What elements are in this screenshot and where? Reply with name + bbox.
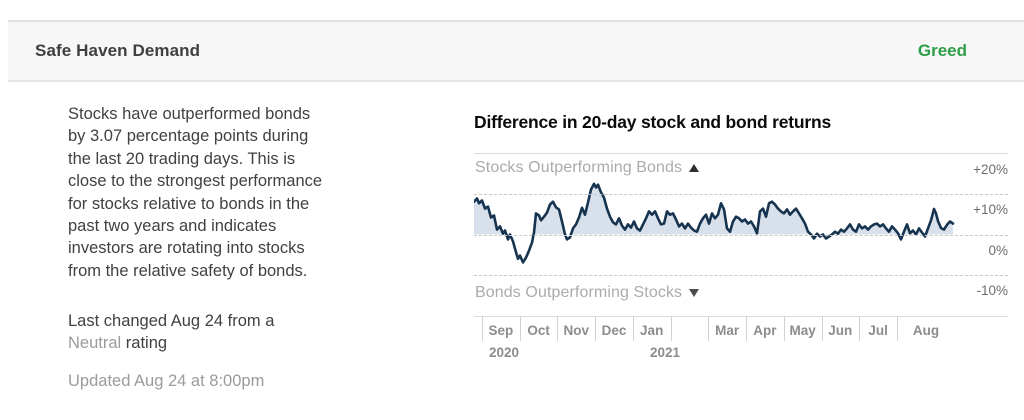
month-label-sep: Sep [488,323,514,338]
y-axis-label--10: -10% [976,283,1008,298]
y-axis-label-20: +20% [973,161,1008,177]
month-tick [670,316,672,341]
gridline-10pct [474,194,1008,195]
spread-line [474,182,955,264]
description-paragraph: Stocks have outperformed bonds by 3.07 p… [68,105,323,280]
gridline--10pct [474,275,1008,276]
triangle-down-icon [689,289,700,297]
y-axis-label-0: 0% [988,242,1008,258]
area-fill [474,183,953,235]
month-tick [632,316,634,341]
month-tick [783,316,785,341]
month-label-aug: Aug [912,323,940,338]
lower-series-text: Bonds Outperforming Stocks [475,284,683,301]
month-label-oct: Oct [527,323,550,338]
month-label-jun: Jun [828,323,853,338]
month-label-nov: Nov [563,323,590,338]
upper-series-text: Stocks Outperforming Bonds [475,159,683,176]
month-label-apr: Apr [753,323,777,338]
last-changed-note: Last changed Aug 24 from a Neutral ratin… [68,310,428,355]
gridline-0pct [474,234,1008,236]
section-title: Safe Haven Demand [35,41,201,60]
lower-series-label: Bonds Outperforming Stocks [475,284,700,302]
month-label-dec: Dec [601,323,627,338]
upper-series-label: Stocks Outperforming Bonds [475,159,700,177]
last-changed-text: Last changed Aug 24 from a [68,312,275,330]
month-label-may: May [789,323,816,338]
month-tick [896,316,898,341]
month-tick [746,316,747,341]
month-tick [519,316,521,341]
month-tick [859,316,861,341]
stock-bond-spread-chart[interactable] [474,154,955,316]
rating-word: rating [125,334,168,353]
updated-timestamp: Updated Aug 24 at 8:00pm [68,372,265,390]
month-label-mar: Mar [715,323,740,338]
previous-rating: Neutral [68,334,122,353]
month-label-jul: Jul [868,323,888,338]
month-tick [482,316,483,341]
triangle-up-icon [689,164,700,172]
month-tick [595,316,597,341]
month-tick [557,316,559,341]
chart-title: Difference in 20-day stock and bond retu… [474,112,832,132]
section-header-row[interactable]: Safe Haven Demand Greed [8,20,1024,82]
month-tick [708,316,710,341]
rating-badge: Greed [917,41,967,60]
year-label-2021: 2021 [650,345,681,360]
x-axis: Sep Oct Nov Dec Jan Mar Apr May Jun Jul Aug 2020 202… [474,316,1008,368]
year-label-2020: 2020 [489,345,520,360]
y-axis-label-10: +10% [973,202,1008,217]
month-tick [821,316,823,341]
chart-area: Stocks Outperforming Bonds Bonds Outperf… [474,153,1008,317]
month-label-jan: Jan [640,323,664,338]
